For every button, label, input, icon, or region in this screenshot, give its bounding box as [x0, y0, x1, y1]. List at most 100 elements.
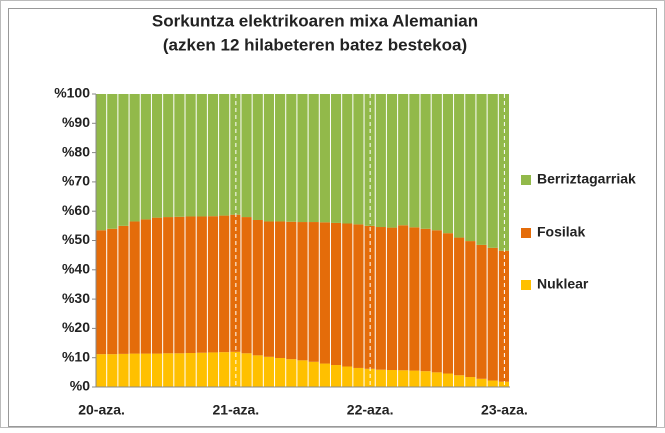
bar-segment [330, 365, 342, 387]
bar-segment [319, 94, 330, 223]
bar-segment [129, 353, 140, 387]
bar-segment [454, 237, 465, 376]
bar-segment [107, 354, 118, 387]
y-tick-label: %90 [62, 114, 90, 130]
bar-segment [196, 216, 207, 353]
bar-segment [487, 247, 498, 381]
y-tick-label: %60 [62, 202, 90, 218]
bar-segment [398, 370, 409, 387]
bar-segment [118, 353, 129, 387]
bar-segment [308, 222, 319, 362]
legend-label: Nuklear [537, 276, 589, 292]
bar-segment [319, 222, 330, 364]
bar-segment [207, 94, 219, 217]
bar-segment [476, 378, 487, 387]
bar-segment [151, 217, 163, 354]
bar-segment [219, 352, 230, 387]
bar-segment [476, 94, 487, 245]
bar-segment [263, 356, 275, 387]
bar-segment [498, 250, 509, 382]
bar-segment [454, 375, 465, 387]
bar-segment [330, 222, 342, 366]
chart-subtitle: (azken 12 hilabeteren batez bestekoa) [163, 35, 467, 54]
bar-segment [196, 352, 207, 387]
bar-segment [286, 94, 297, 222]
bar-segment [252, 355, 263, 387]
y-tick-label: %80 [62, 143, 90, 159]
bar-segment [107, 228, 118, 355]
bar-segment [241, 353, 252, 387]
bar-segment [96, 354, 107, 387]
bar-segment [420, 228, 431, 372]
bar-segment [107, 94, 118, 229]
bar-segment [196, 94, 207, 217]
bar-segment [219, 215, 230, 353]
bar-segment [185, 353, 196, 387]
x-tick-label: 20-aza. [78, 402, 125, 418]
bar-segment [219, 94, 230, 216]
bar-segment [375, 369, 386, 387]
bar-segment [297, 94, 308, 223]
bar-segment [353, 94, 364, 225]
bar-segment [252, 94, 263, 220]
bar-segment [465, 241, 476, 378]
bar-segment [342, 366, 353, 387]
bar-segment [454, 94, 465, 238]
bar-segment [174, 216, 185, 354]
bar-segment [207, 352, 219, 387]
bar-segment [275, 357, 286, 387]
legend-label: Fosilak [537, 224, 585, 240]
bar-segment [163, 353, 174, 387]
bar-segment [118, 225, 129, 354]
bar-segment [151, 353, 163, 387]
bar-segment [140, 94, 151, 220]
bar-segment [330, 94, 342, 223]
bar-segment [431, 94, 442, 231]
bar-segment [297, 360, 308, 387]
x-tick-label: 21-aza. [213, 402, 260, 418]
bar-segment [375, 227, 386, 370]
y-tick-label: %0 [70, 378, 90, 394]
bar-segment [263, 221, 275, 357]
bar-segment [442, 373, 454, 387]
bar-segment [140, 353, 151, 387]
legend-swatch [521, 228, 531, 238]
bar-segment [431, 372, 442, 387]
legend-swatch [521, 175, 531, 185]
bar-segment [353, 367, 364, 387]
legend-swatch [521, 280, 531, 290]
bar-segment [442, 233, 454, 374]
bar-segment [342, 94, 353, 224]
bar-segment [96, 230, 107, 355]
bar-segment [409, 227, 420, 371]
bar-segment [174, 353, 185, 387]
bar-segment [185, 216, 196, 354]
bar-segment [342, 223, 353, 367]
bar-segment [386, 227, 398, 371]
bar-segment [353, 224, 364, 368]
y-tick-label: %100 [54, 85, 90, 101]
bar-segment [241, 217, 252, 354]
y-tick-label: %30 [62, 290, 90, 306]
bar-segment [241, 94, 252, 218]
bar-segment [409, 94, 420, 228]
bar-segment [398, 94, 409, 226]
bar-segment [207, 216, 219, 353]
bar-segment [319, 363, 330, 387]
bar-segment [275, 221, 286, 358]
bar-segment [386, 94, 398, 228]
bar-segment [308, 361, 319, 387]
bar-segment [431, 230, 442, 373]
bar-segment [129, 221, 140, 354]
bar-segment [96, 94, 107, 231]
bar-segment [118, 94, 129, 226]
bar-segment [465, 94, 476, 242]
bar-segment [375, 94, 386, 228]
chart-title: Sorkuntza elektrikoaren mixa Alemanian [152, 11, 478, 30]
y-tick-label: %10 [62, 348, 90, 364]
bar-segment [297, 222, 308, 361]
bar-segment [252, 219, 263, 356]
bar-segment [476, 244, 487, 379]
y-tick-label: %40 [62, 261, 90, 277]
